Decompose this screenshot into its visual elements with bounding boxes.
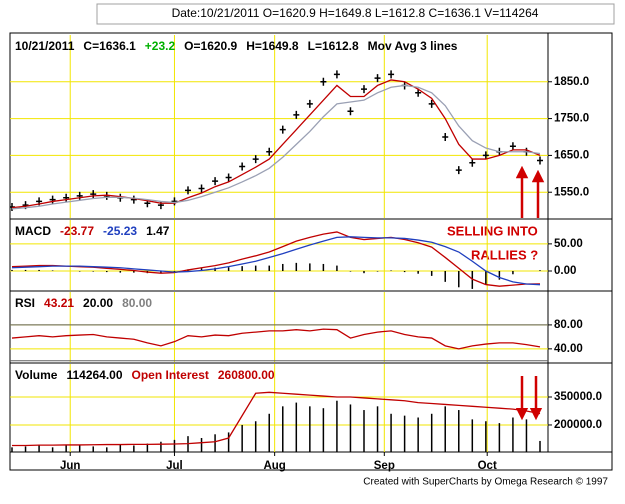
legend: RSI 43.21 20.00 80.00 <box>15 296 152 310</box>
legend-item: Mov Avg 3 lines <box>368 39 458 53</box>
legend-item: O=1620.9 <box>184 39 237 53</box>
price-mark <box>239 162 246 171</box>
price-mark <box>185 186 191 195</box>
price-mark <box>49 195 56 204</box>
price-mark <box>442 132 449 141</box>
panel <box>10 364 548 452</box>
series-line <box>11 84 541 210</box>
legend: 10/21/2011 C=1636.1 +23.2 O=1620.9 H=1649.8 L… <box>15 39 458 53</box>
series-line <box>11 236 541 286</box>
legend-item: C=1636.1 <box>83 39 136 53</box>
price-mark <box>252 155 259 164</box>
price-mark <box>320 77 327 86</box>
x-tick-label: Sep <box>374 460 395 472</box>
price-mark <box>157 201 164 210</box>
legend-item: MACD <box>15 224 51 238</box>
legend: Volume 114264.00 Open Interest 260800.00 <box>15 368 275 382</box>
price-mark <box>482 151 489 160</box>
legend-item: -23.77 <box>60 224 94 238</box>
x-tick-label: Jul <box>166 460 183 472</box>
header-box <box>96 3 615 25</box>
y-tick-label: 40.00 <box>554 343 583 355</box>
price-mark <box>130 195 137 204</box>
y-tick-label: 200000.0 <box>554 419 602 431</box>
y-tick-label: 1550.0 <box>554 186 589 198</box>
x-tick-label: Aug <box>263 460 285 472</box>
y-tick-label: 350000.0 <box>554 391 602 403</box>
legend-item: 260800.00 <box>218 368 275 382</box>
series-line <box>11 79 541 209</box>
legend-item: RSI <box>15 296 35 310</box>
price-mark <box>90 190 97 199</box>
price-mark <box>279 125 286 134</box>
price-mark <box>333 70 340 79</box>
legend-item: 43.21 <box>44 296 74 310</box>
legend-item: -25.23 <box>103 224 137 238</box>
price-mark <box>361 85 367 94</box>
price-mark <box>374 74 381 83</box>
panel <box>10 292 548 362</box>
legend-item: Volume <box>15 368 58 382</box>
price-mark <box>469 158 476 167</box>
price-mark <box>63 193 70 202</box>
legend-item: 114264.00 <box>66 368 122 382</box>
x-tick-label: Oct <box>478 460 497 472</box>
price-mark <box>225 173 232 182</box>
price-mark <box>198 184 205 193</box>
header: Date:10/21/2011 O=1620.9 H=1649.8 L=1612… <box>172 6 539 20</box>
price-mark <box>537 156 543 165</box>
series-line <box>12 391 541 447</box>
price-mark <box>212 177 219 186</box>
price-mark <box>266 147 273 156</box>
legend-item: 80.00 <box>122 296 152 310</box>
legend-item: 1.47 <box>146 224 170 238</box>
footer: Created with SuperCharts by Omega Resear… <box>363 477 608 488</box>
price-mark <box>388 70 395 79</box>
y-tick-label: 1650.0 <box>554 149 589 161</box>
annotation: RALLIES ? <box>471 247 538 262</box>
legend: MACD -23.77 -25.23 1.47 <box>15 224 170 238</box>
price-mark <box>293 110 300 119</box>
price-mark <box>76 191 83 200</box>
panel <box>10 35 548 218</box>
legend-item: +23.2 <box>145 39 176 53</box>
price-mark <box>509 142 516 151</box>
legend-item: Open Interest <box>132 368 209 382</box>
legend-item: 10/21/2011 <box>15 39 75 53</box>
y-tick-label: 50.00 <box>554 238 583 250</box>
price-mark <box>455 166 462 175</box>
legend-item: H=1649.8 <box>246 39 299 53</box>
y-tick-label: 80.00 <box>554 319 583 331</box>
legend-item: L=1612.8 <box>308 39 359 53</box>
series-line <box>11 328 541 350</box>
price-mark <box>306 99 313 108</box>
y-tick-label: 0.00 <box>554 265 576 277</box>
y-tick-label: 1850.0 <box>554 76 589 88</box>
price-mark <box>415 88 422 97</box>
series-line <box>11 231 541 287</box>
price-mark <box>428 99 435 108</box>
price-mark <box>171 197 178 206</box>
y-tick-label: 1750.0 <box>554 113 589 125</box>
x-tick-label: Jun <box>60 460 80 472</box>
panel <box>10 220 548 290</box>
annotation: SELLING INTO <box>447 223 538 238</box>
chart-frame <box>9 32 613 471</box>
price-mark <box>347 107 354 116</box>
legend-item: 20.00 <box>83 296 113 310</box>
plot-layer: 1850.0 1750.0 1650.0 1550.0 10/21/2011 C=1636… <box>10 35 612 472</box>
